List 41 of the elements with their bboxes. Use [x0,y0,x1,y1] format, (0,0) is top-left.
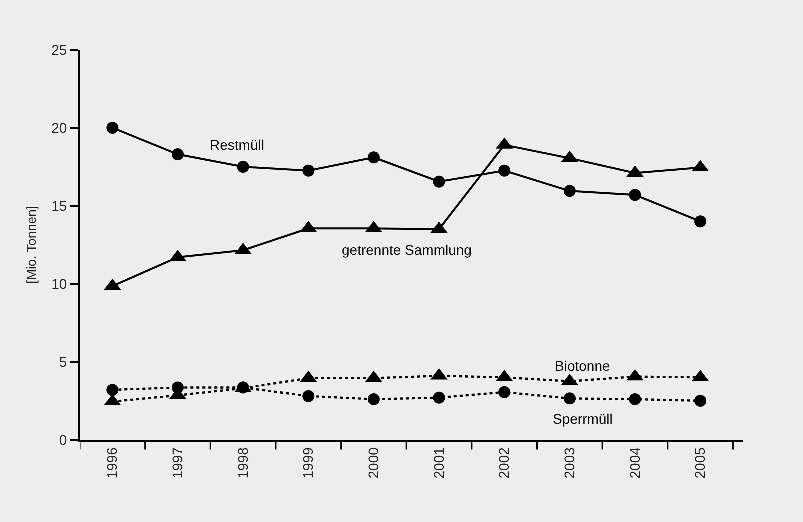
y-tick-label: 15 [52,198,68,214]
point [498,386,511,398]
point [368,152,380,164]
point [694,395,707,407]
series-label: Biotonne [555,358,610,374]
point [368,393,380,406]
point [237,382,250,394]
x-tick-label: 2001 [430,447,447,479]
point [237,161,250,173]
y-axis-title: [Mio. Tonnen] [24,206,40,284]
point [302,164,315,177]
point [498,164,511,177]
y-tick-label: 25 [52,42,68,58]
series-label: Restmüll [210,137,264,153]
point [172,382,184,394]
point [564,185,576,198]
y-tick-label: 10 [52,276,68,292]
x-tick-label: 2002 [496,447,512,479]
x-tick-label: 2004 [626,447,643,479]
point [694,216,707,228]
point [172,148,184,161]
y-tick-label: 20 [52,120,68,136]
point [106,384,119,396]
point [433,392,446,404]
y-tick-label: 5 [59,354,68,370]
point [629,189,642,202]
x-tick-label: 2005 [692,447,708,479]
point [564,392,576,405]
x-tick-label: 2003 [561,447,578,479]
point [302,390,315,402]
x-tick-label: 1998 [234,447,251,479]
series-label: Sperrmüll [553,411,613,427]
x-tick-label: 1996 [104,447,120,479]
y-tick-label: 0 [59,432,68,448]
x-tick-label: 1997 [170,447,186,479]
point [106,122,119,134]
x-tick-label: 1999 [300,447,316,479]
point [629,393,642,406]
x-tick-label: 2000 [365,447,382,479]
series-label: getrennte Sammlung [342,242,472,258]
point [433,176,446,188]
